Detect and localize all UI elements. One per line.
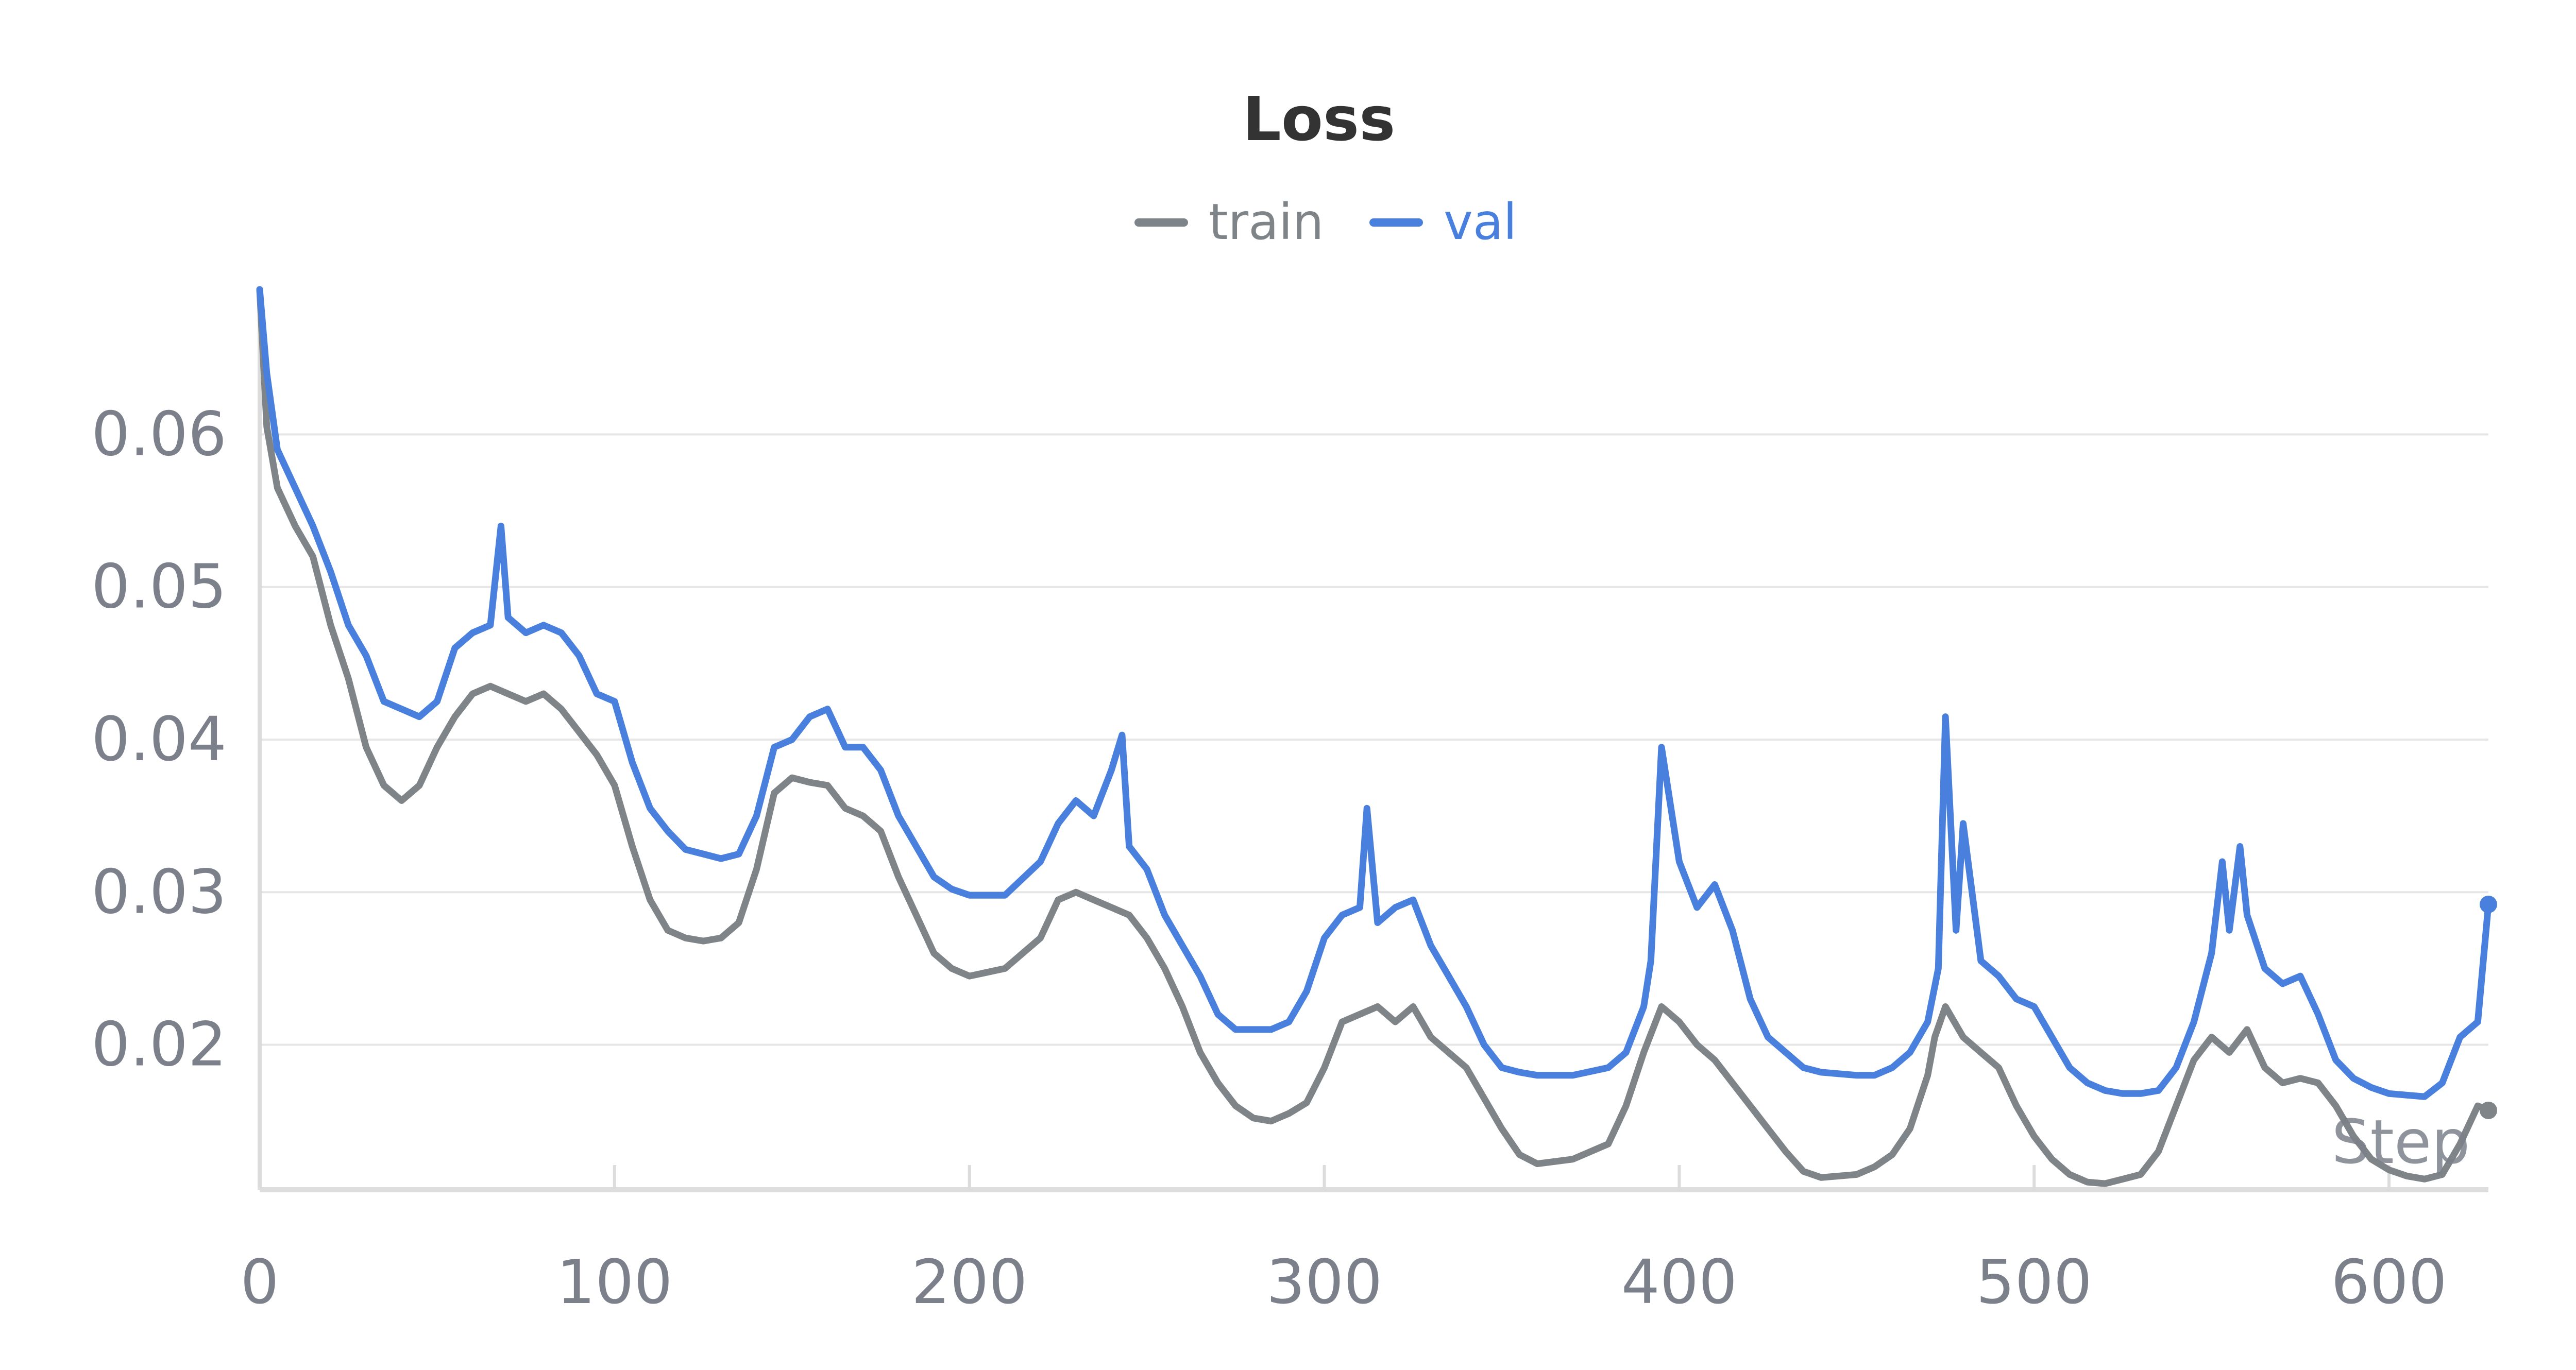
axes [258, 289, 2488, 1192]
tick-labels: 0.02 0.03 0.04 0.05 0.06 0 100 200 300 400 500 600 [91, 398, 2447, 1317]
series-endpoint-train[interactable] [2480, 1101, 2497, 1119]
x-tick-label: 400 [1621, 1246, 1737, 1317]
y-tick-label: 0.03 [91, 856, 227, 927]
x-tick-label: 100 [556, 1246, 672, 1317]
series-val [256, 286, 2497, 1100]
legend-item-train[interactable]: train [1134, 193, 1324, 251]
x-tick-label: 500 [1976, 1246, 2092, 1317]
y-tick-label: 0.05 [91, 551, 227, 622]
x-axis-label: Step [2332, 1106, 2470, 1177]
series-line-train [256, 286, 2492, 1187]
x-tick-label: 0 [240, 1246, 279, 1317]
legend: train val [1134, 193, 1517, 251]
y-tick-label: 0.06 [91, 398, 227, 469]
legend-label-train: train [1209, 193, 1324, 251]
series-train [256, 286, 2497, 1187]
y-tick-label: 0.02 [91, 1009, 227, 1080]
x-tick-label: 200 [911, 1246, 1027, 1317]
series-endpoint-val[interactable] [2480, 895, 2497, 913]
chart-title: Loss [1243, 83, 1396, 155]
series-layer [256, 286, 2497, 1187]
legend-label-val: val [1444, 193, 1517, 251]
x-tick-label: 300 [1266, 1246, 1382, 1317]
y-tick-label: 0.04 [91, 704, 227, 775]
x-tick-label: 600 [2331, 1246, 2447, 1317]
legend-item-val[interactable]: val [1369, 193, 1517, 251]
series-line-val [256, 286, 2492, 1100]
